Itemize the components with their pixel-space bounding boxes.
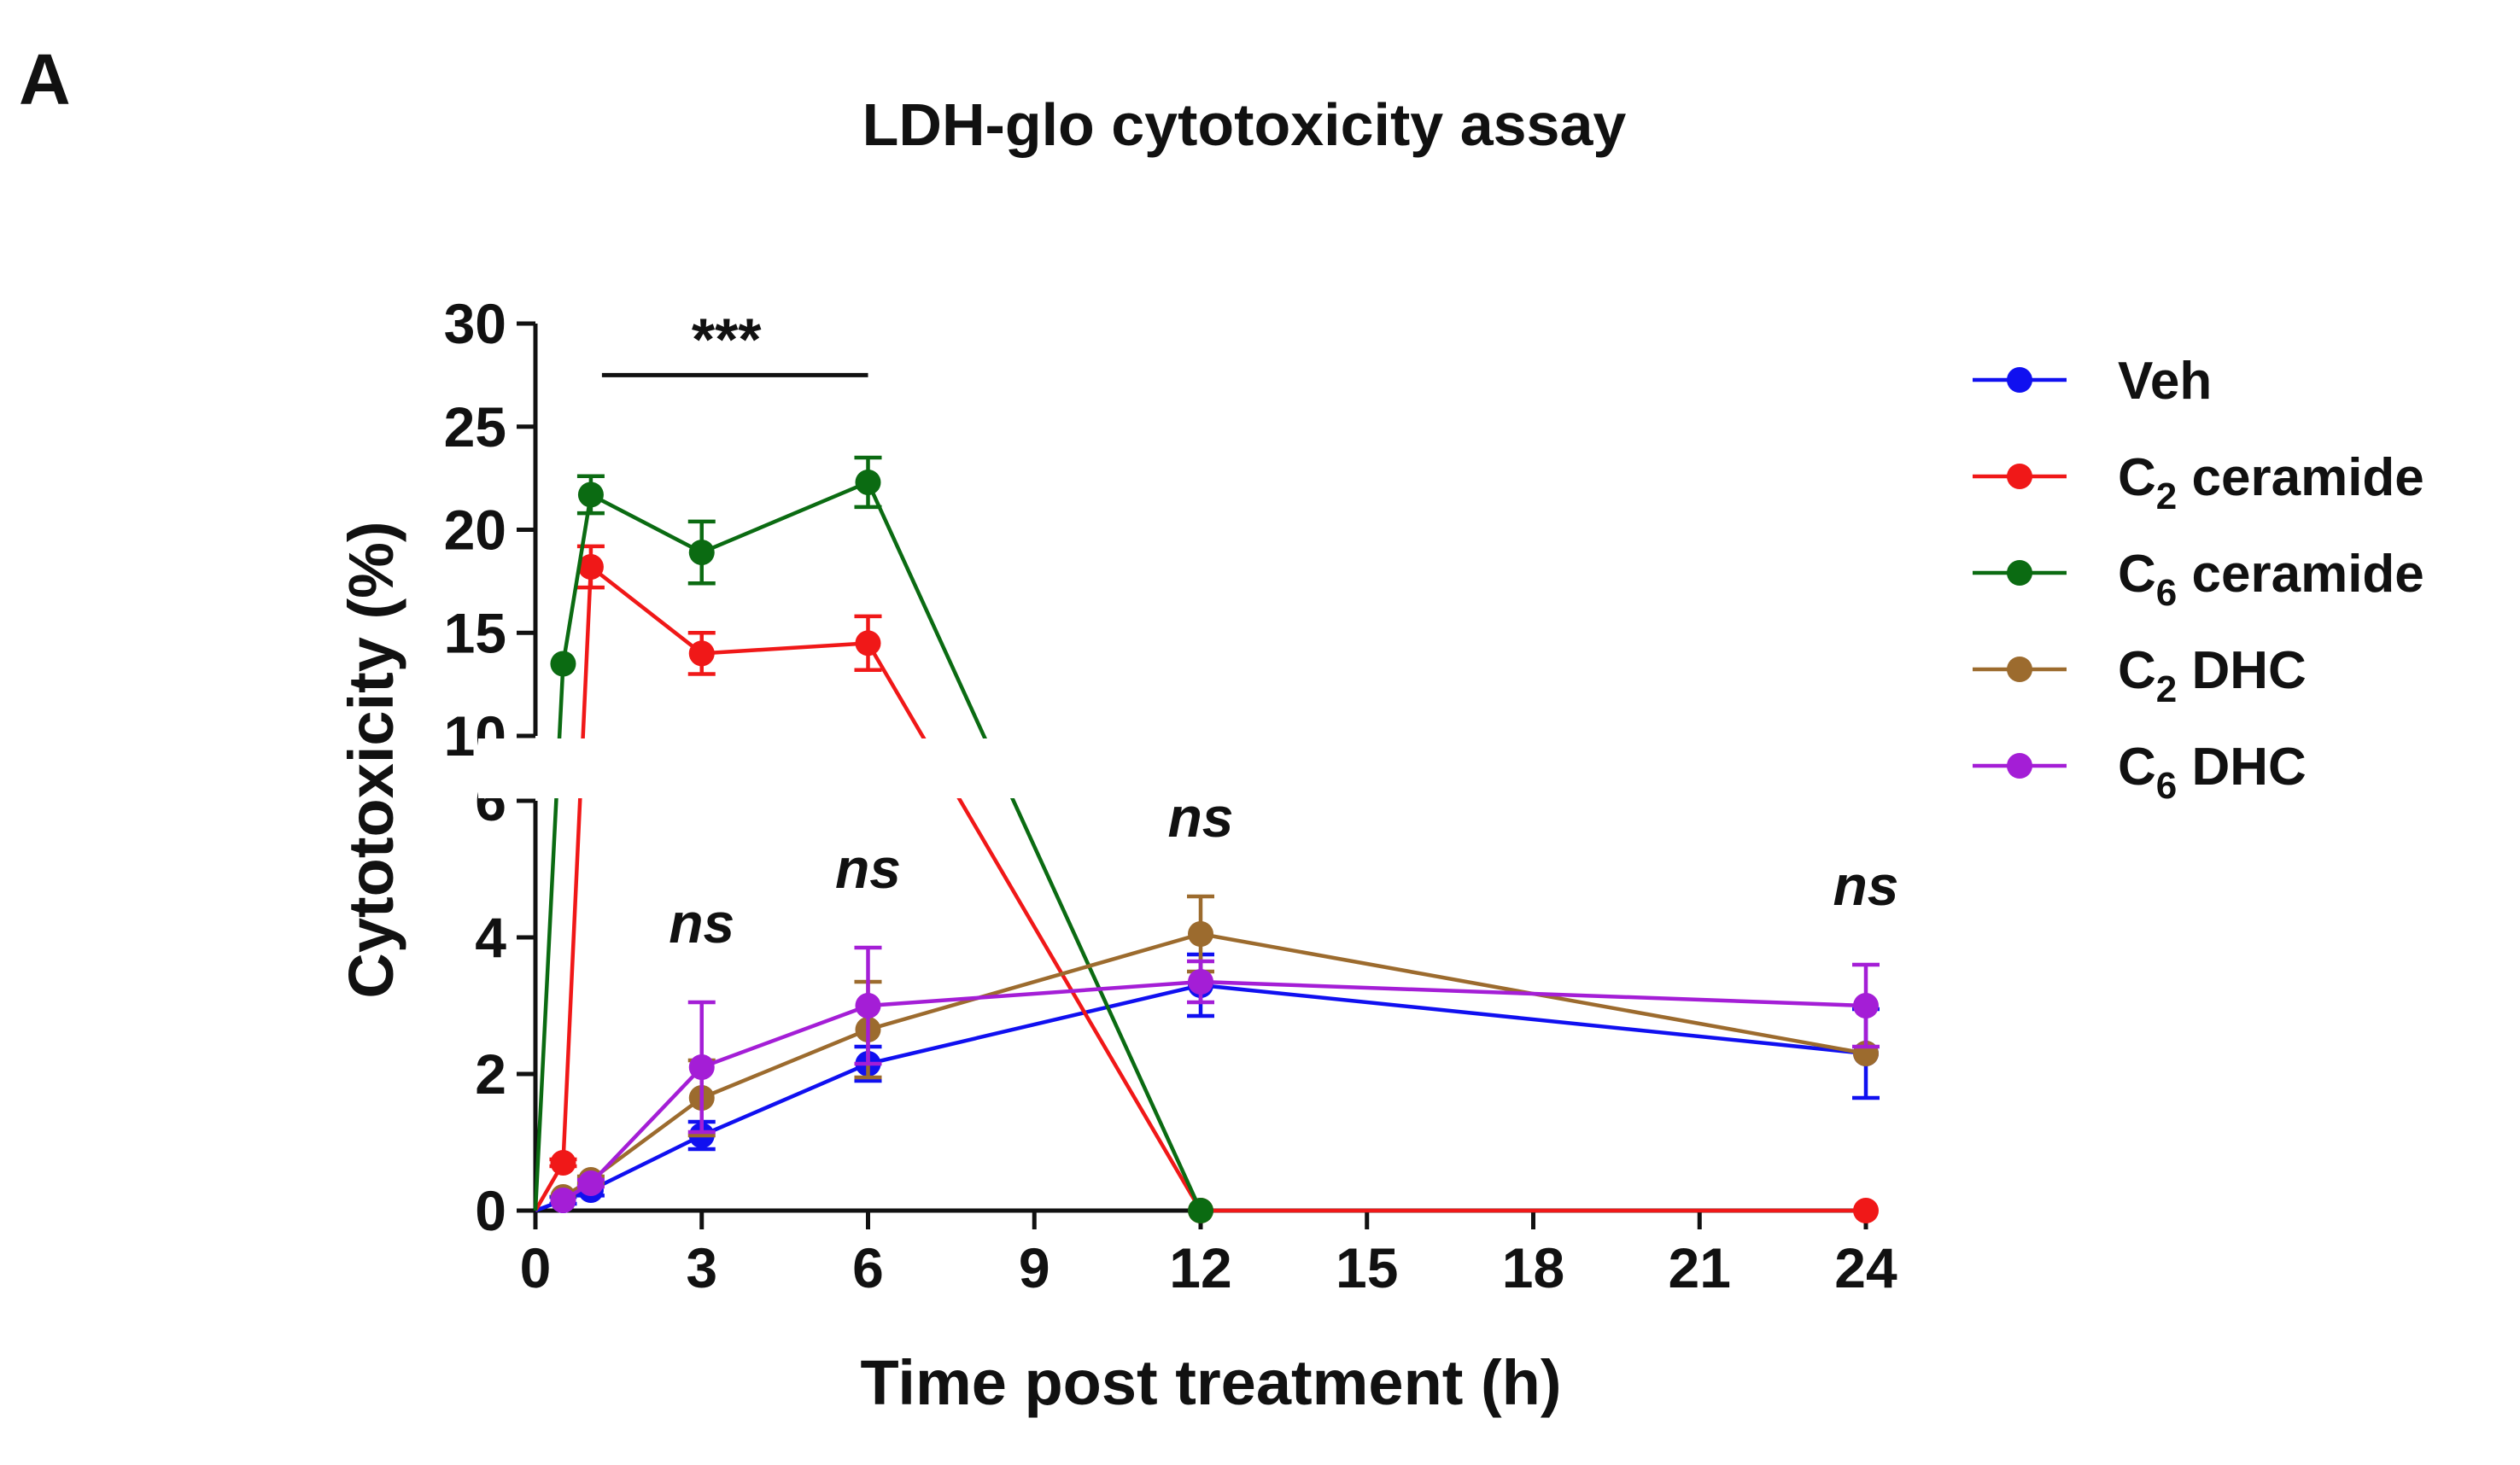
y-axis-title: Cytotoxicity (%): [336, 521, 406, 998]
legend-item: C2 DHC: [1973, 641, 2307, 710]
y-tick-label: 20: [444, 499, 506, 562]
x-tick-label: 9: [1019, 1236, 1050, 1299]
data-point: [688, 640, 715, 667]
legend-marker: [2007, 367, 2032, 393]
x-tick-label: 12: [1169, 1236, 1231, 1299]
series-4: [550, 894, 1879, 1210]
y-tick-label: 0: [475, 1179, 506, 1242]
data-point: [1188, 969, 1213, 995]
data-point: [688, 1054, 715, 1080]
data-point: [688, 540, 715, 566]
data-point: [550, 651, 576, 677]
ns-annotation: ns: [669, 891, 734, 954]
x-tick-label: 15: [1336, 1236, 1398, 1299]
data-point: [855, 630, 881, 657]
series-line: [534, 564, 1866, 1213]
series-3: [533, 455, 1213, 1223]
legend-label: C6 ceramide: [2118, 545, 2424, 614]
legend-item: C2 ceramide: [1973, 448, 2424, 517]
x-tick-label: 0: [520, 1236, 552, 1299]
x-tick-label: 3: [686, 1236, 717, 1299]
ns-annotation: ns: [835, 837, 901, 900]
legend-label: C6 DHC: [2118, 738, 2307, 807]
legend-marker: [2007, 657, 2032, 682]
data-point: [577, 1170, 604, 1196]
legend-marker: [2007, 753, 2032, 779]
data-point: [1853, 993, 1879, 1018]
y-tick-label: 25: [444, 395, 506, 458]
x-tick-label: 18: [1502, 1236, 1564, 1299]
chart-title: LDH-glo cytotoxicity assay: [862, 91, 1627, 158]
x-axis-title: Time post treatment (h): [861, 1347, 1562, 1418]
x-tick-label: 21: [1669, 1236, 1731, 1299]
y-tick-label: 4: [475, 906, 506, 969]
axis-break-gap: [478, 738, 1332, 798]
panel-label: A: [19, 39, 71, 120]
x-tick-label: 24: [1834, 1236, 1897, 1299]
legend-label: Veh: [2118, 352, 2212, 411]
data-point: [550, 1188, 576, 1213]
data-point: [550, 1150, 576, 1176]
plot-area: [478, 455, 1880, 1223]
y-tick-label: 2: [475, 1042, 506, 1106]
legend-marker: [2007, 560, 2032, 586]
significance-stars: ***: [692, 306, 762, 372]
x-tick-label: 6: [852, 1236, 884, 1299]
legend-marker: [2007, 464, 2032, 489]
legend-label: C2 ceramide: [2118, 448, 2424, 517]
data-point: [1188, 921, 1213, 947]
y-tick-label: 15: [444, 601, 506, 664]
series-5: [550, 945, 1880, 1213]
legend-label: C2 DHC: [2118, 641, 2307, 710]
ns-annotation: ns: [1167, 785, 1233, 849]
ns-annotation: ns: [1833, 854, 1898, 917]
data-point: [1188, 1198, 1213, 1223]
data-point: [577, 482, 604, 508]
data-point: [577, 553, 604, 580]
legend-item: Veh: [1973, 352, 2212, 411]
data-point: [1853, 1198, 1879, 1223]
y-tick-label: 30: [444, 292, 506, 355]
data-point: [855, 993, 881, 1018]
annotations: *** ns ns ns ns: [601, 306, 1899, 954]
legend-item: C6 ceramide: [1973, 545, 2424, 614]
legend-item: C6 DHC: [1973, 738, 2307, 807]
series-line: [562, 931, 1867, 1199]
series-line: [562, 979, 1867, 1202]
legend: Veh C2 ceramide C6 ceramide C2 DHC C6 DHC: [1973, 352, 2424, 807]
data-point: [855, 469, 881, 495]
